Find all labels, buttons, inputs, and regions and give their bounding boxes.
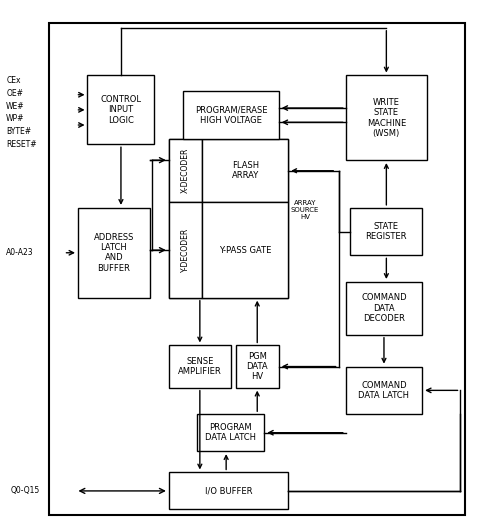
Bar [78, 208, 149, 298]
Text: WP#: WP# [6, 114, 24, 123]
Bar [168, 139, 288, 298]
Text: X-DECODER: X-DECODER [180, 148, 190, 194]
Bar [168, 139, 202, 203]
Text: A0-A23: A0-A23 [6, 248, 34, 257]
Text: OE#: OE# [6, 89, 23, 98]
Bar [49, 22, 464, 515]
Bar [197, 414, 264, 451]
Text: STATE
REGISTER: STATE REGISTER [365, 222, 406, 242]
Bar [202, 139, 288, 203]
Text: WE#: WE# [6, 102, 25, 111]
Bar [345, 282, 421, 335]
Text: COMMAND
DATA
DECODER: COMMAND DATA DECODER [360, 294, 406, 323]
Text: PROGRAM
DATA LATCH: PROGRAM DATA LATCH [205, 423, 256, 443]
Text: CONTROL
INPUT
LOGIC: CONTROL INPUT LOGIC [100, 95, 141, 125]
Bar [168, 345, 230, 388]
Bar [168, 472, 288, 510]
Text: SENSE
AMPLIFIER: SENSE AMPLIFIER [178, 357, 221, 376]
Text: Y-PASS GATE: Y-PASS GATE [218, 246, 271, 255]
Text: RESET#: RESET# [6, 140, 36, 149]
Text: BYTE#: BYTE# [6, 127, 31, 136]
Text: WRITE
STATE
MACHINE
(WSM): WRITE STATE MACHINE (WSM) [366, 98, 405, 138]
Text: PROGRAM/ERASE
HIGH VOLTAGE: PROGRAM/ERASE HIGH VOLTAGE [194, 105, 266, 125]
Text: Q0-Q15: Q0-Q15 [11, 486, 40, 495]
Text: ADDRESS
LATCH
AND
BUFFER: ADDRESS LATCH AND BUFFER [94, 232, 134, 273]
Text: PGM
DATA
HV: PGM DATA HV [246, 352, 267, 381]
Text: FLASH
ARRAY: FLASH ARRAY [231, 161, 258, 180]
Bar [345, 76, 426, 160]
Bar [345, 367, 421, 414]
Text: CEx: CEx [6, 76, 21, 85]
Bar [202, 203, 288, 298]
Text: ARRAY
SOURCE
HV: ARRAY SOURCE HV [290, 201, 318, 220]
Text: COMMAND
DATA LATCH: COMMAND DATA LATCH [358, 381, 408, 400]
Bar [183, 92, 278, 139]
Bar [87, 76, 154, 144]
Bar [168, 203, 202, 298]
Bar [235, 345, 278, 388]
Text: Y-DECODER: Y-DECODER [180, 228, 190, 272]
Text: I/O BUFFER: I/O BUFFER [204, 486, 252, 495]
Bar [350, 208, 421, 255]
